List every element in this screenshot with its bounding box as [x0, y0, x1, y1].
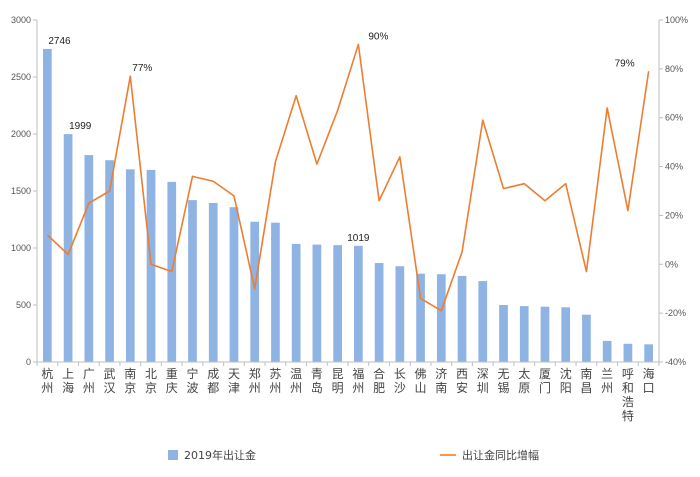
bar-series: [43, 48, 653, 363]
y-tick-label: 1500: [11, 186, 31, 196]
bar: [146, 169, 156, 362]
x-tick-label: 北京: [145, 367, 157, 395]
y2-tick-label: 40%: [665, 162, 683, 172]
x-tick-label: 重庆: [166, 367, 178, 395]
data-labels: 2746 1999 1019 77% 90% 79%: [48, 31, 634, 243]
x-tick-label: 西安: [456, 367, 468, 395]
legend: 2019年出让金 出让金同比增幅: [168, 448, 539, 462]
bar: [229, 207, 239, 362]
y2-tick-label: -20%: [665, 308, 686, 318]
x-tick-label: 温州: [290, 367, 302, 395]
legend-bar-swatch: [168, 450, 178, 460]
bar: [43, 48, 52, 363]
x-tick-label: 太原: [518, 366, 530, 395]
bar: [644, 344, 653, 362]
growth-line: [46, 43, 650, 312]
x-tick-label: 沈阳: [560, 366, 572, 395]
axes: 0 500 1000 1500 2000 2500 3000 -40% -20% 0% 20% 40%…: [11, 15, 688, 423]
bar: [416, 273, 425, 362]
bar: [478, 281, 488, 362]
y2-tick-label: -40%: [665, 357, 686, 367]
data-label: 1999: [69, 121, 92, 132]
bar: [271, 222, 280, 362]
data-label: 77%: [132, 63, 152, 74]
bar: [312, 244, 322, 362]
bar: [374, 263, 384, 362]
y-tick-label: 2500: [11, 72, 31, 82]
bar: [84, 155, 94, 362]
y2-tick-label: 20%: [665, 210, 683, 220]
x-tick-label: 青岛: [311, 367, 323, 395]
bar: [519, 306, 529, 362]
x-tick-label: 长沙: [394, 367, 406, 395]
bar: [125, 169, 135, 362]
line-series-layer: [46, 43, 650, 312]
y-tick-label: 3000: [11, 15, 31, 25]
legend-line-label: 出让金同比增幅: [462, 448, 539, 462]
bar: [395, 266, 405, 362]
y-tick-label: 2000: [11, 129, 31, 139]
y-tick-label: 1000: [11, 243, 31, 253]
x-tick-label: 厦门: [539, 367, 551, 395]
x-tick-label: 昆明: [332, 367, 344, 395]
x-tick-label: 成都: [207, 367, 219, 395]
bar: [561, 307, 571, 362]
x-tick-label: 合肥: [373, 366, 385, 395]
x-tick-label: 海口: [643, 366, 655, 395]
data-label: 90%: [368, 31, 388, 42]
bar: [188, 200, 197, 362]
data-label: 1019: [347, 233, 370, 244]
x-tick-label: 广州: [83, 367, 95, 395]
y2-tick-label: 0%: [665, 259, 678, 269]
x-tick-label: 南京: [124, 366, 136, 395]
bar: [582, 314, 591, 362]
bar: [333, 245, 342, 362]
bar: [602, 340, 612, 362]
x-tick-label: 无锡: [497, 367, 509, 395]
x-tick-label: 深圳: [477, 367, 489, 395]
x-tick-label: 宁波: [186, 366, 198, 395]
x-tick-label: 郑州: [249, 366, 261, 395]
bar: [250, 221, 260, 362]
data-label: 2746: [48, 36, 71, 47]
bar: [540, 306, 550, 362]
x-tick-label: 佛山: [415, 367, 427, 395]
x-tick-label: 天津: [228, 367, 240, 395]
x-tick-label: 南昌: [580, 366, 592, 395]
bar: [499, 305, 508, 362]
bar: [63, 134, 73, 362]
bar: [436, 274, 446, 362]
bar: [291, 244, 301, 362]
bar: [457, 275, 467, 362]
bar: [623, 343, 633, 362]
x-tick-label: 兰州: [601, 367, 613, 395]
x-tick-label: 福州: [352, 366, 364, 395]
x-tick-label: 苏州: [269, 367, 281, 395]
y2-tick-label: 80%: [665, 64, 683, 74]
x-tick-label: 上海: [62, 367, 74, 395]
bar: [208, 202, 218, 362]
data-label: 79%: [615, 58, 635, 69]
y2-tick-label: 100%: [665, 15, 688, 25]
y-tick-label: 500: [16, 300, 31, 310]
bar: [105, 160, 114, 362]
legend-bar-label: 2019年出让金: [184, 448, 256, 462]
x-tick-label: 呼和浩特: [622, 367, 634, 423]
x-tick-label: 济南: [435, 366, 447, 395]
x-tick-label: 杭州: [41, 366, 53, 395]
x-tick-label: 武汉: [104, 367, 116, 395]
y2-tick-label: 60%: [665, 113, 683, 123]
bar: [354, 245, 363, 362]
y-tick-label: 0: [26, 357, 31, 367]
